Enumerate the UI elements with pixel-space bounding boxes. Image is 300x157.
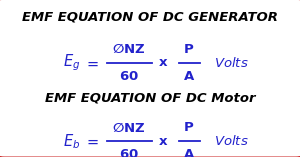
Text: $\mathbf{P}$: $\mathbf{P}$ (183, 122, 195, 134)
Text: $\mathbf{60}$: $\mathbf{60}$ (119, 148, 139, 157)
Text: $\mathbf{60}$: $\mathbf{60}$ (119, 70, 139, 83)
Text: $\mathit{E_b}$: $\mathit{E_b}$ (63, 132, 81, 151)
Text: EMF EQUATION OF DC GENERATOR: EMF EQUATION OF DC GENERATOR (22, 11, 278, 24)
Text: $\mathbf{x}$: $\mathbf{x}$ (158, 135, 169, 148)
Text: $=$: $=$ (84, 55, 99, 70)
Text: $\mathbf{x}$: $\mathbf{x}$ (158, 56, 169, 69)
Text: $\mathbf{\varnothing NZ}$: $\mathbf{\varnothing NZ}$ (112, 42, 146, 57)
Text: $\mathbf{\varnothing NZ}$: $\mathbf{\varnothing NZ}$ (112, 121, 146, 135)
Text: $\mathbf{A}$: $\mathbf{A}$ (183, 148, 195, 157)
Text: $\mathit{Volts}$: $\mathit{Volts}$ (214, 56, 248, 70)
Text: EMF EQUATION OF DC Motor: EMF EQUATION OF DC Motor (45, 91, 255, 104)
Text: $\mathit{E_g}$: $\mathit{E_g}$ (63, 52, 81, 73)
Text: $\mathbf{A}$: $\mathbf{A}$ (183, 70, 195, 83)
Text: $\mathit{Volts}$: $\mathit{Volts}$ (214, 134, 248, 148)
Text: $=$: $=$ (84, 134, 99, 149)
Text: $\mathbf{P}$: $\mathbf{P}$ (183, 43, 195, 56)
